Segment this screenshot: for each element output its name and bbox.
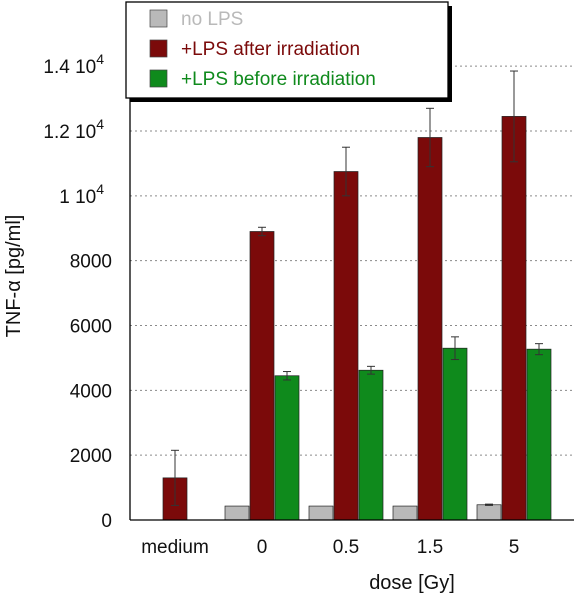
y-tick-text: 1.4 10 [43,57,96,78]
legend-box [125,1,449,99]
legend-label: +LPS before irradiation [181,69,376,90]
bar [308,505,334,521]
legend-swatch [149,39,168,58]
y-tick-text: 2000 [70,446,112,467]
legend-swatch [149,69,168,88]
y-tick-text: 4000 [70,381,112,402]
y-tick-label: 4000 [70,381,112,402]
bar [392,505,418,521]
y-tick-label: 6000 [70,317,112,338]
bar [358,369,384,521]
x-tick-label: 1.5 [417,537,443,558]
y-tick-exponent: 4 [96,181,104,197]
x-axis-title: dose [Gy] [369,572,455,594]
y-tick-exponent: 4 [96,116,104,132]
y-tick-text: 1.2 10 [43,122,96,143]
bar [501,116,527,521]
bar [333,171,359,521]
y-tick-label: 1 104 [59,181,104,208]
legend-label: +LPS after irradiation [181,39,360,60]
y-tick-text: 1 10 [59,187,96,208]
x-tick-label: 5 [509,537,520,558]
legend-label: no LPS [181,9,243,30]
y-tick-label: 0 [101,511,112,532]
y-tick-text: 8000 [70,252,112,273]
bar [249,231,275,521]
legend-swatch [149,9,168,28]
x-tick-label: medium [141,537,209,558]
y-tick-label: 8000 [70,252,112,273]
y-tick-label: 2000 [70,446,112,467]
bar [476,504,502,521]
bar [224,505,250,521]
bars [162,70,552,521]
y-tick-label: 1.2 104 [43,116,104,143]
y-tick-text: 0 [101,511,112,532]
bar [417,137,443,521]
y-tick-exponent: 4 [96,51,104,67]
y-tick-text: 6000 [70,317,112,338]
y-axis-title: TNF-α [pg/ml] [3,215,25,338]
bar [442,347,468,521]
bar [526,348,552,521]
x-tick-label: 0 [257,537,268,558]
bar [274,375,300,521]
y-tick-label: 1.4 104 [43,51,104,78]
x-tick-label: 0.5 [333,537,359,558]
legend: no LPS +LPS after irradiation +LPS before … [125,1,452,102]
axes [129,40,574,521]
